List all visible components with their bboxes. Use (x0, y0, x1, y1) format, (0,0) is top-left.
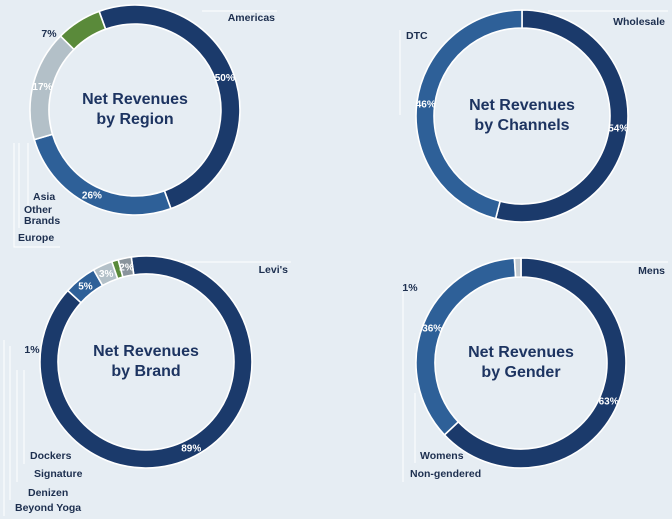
slice-beyond-yoga (117, 256, 135, 279)
slice-non-gendered (513, 257, 522, 279)
category-label-signature: Signature (34, 468, 83, 480)
category-label-americas: Americas (228, 12, 275, 24)
slice-value-label-womens: 36% (422, 323, 442, 334)
donut-chart-net-revenues-by-gender: 63% Mens 36% Womens Non-gendered 1% Net Revenu… (402, 257, 668, 482)
category-label-non-gendered: Non-gendered (410, 468, 481, 480)
donut-chart-net-revenues-by-channels: 54% Wholesale 46% DTC Net Revenues by Channel… (399, 9, 668, 223)
slice-value-label-levi-s: 89% (181, 443, 201, 454)
chart-title-net-revenues-by-brand: Net Revenues by Brand (93, 343, 199, 380)
category-label-europe: Europe (18, 232, 54, 244)
leader-line-europe (13, 143, 60, 248)
category-label-asia: Asia (33, 191, 55, 203)
slice-dtc (415, 9, 523, 220)
slice-value-label-signature: 3% (99, 269, 114, 280)
chart-title-net-revenues-by-gender: Net Revenues by Gender (468, 344, 574, 381)
category-label-denizen: Denizen (28, 487, 68, 499)
chart-title-net-revenues-by-region: Net Revenues by Region (82, 91, 188, 128)
category-label-womens: Womens (420, 450, 464, 462)
slice-value-label-beyond-yoga: 2% (119, 262, 134, 273)
category-label-levi-s: Levi's (259, 264, 289, 276)
slice-outside-label-denizen: 1% (24, 344, 40, 356)
category-label-dockers: Dockers (30, 450, 72, 462)
category-label-beyond-yoga: Beyond Yoga (15, 502, 81, 514)
chart-title-net-revenues-by-channels: Net Revenues by Channels (469, 97, 575, 134)
slice-value-label-americas: 50% (215, 73, 235, 84)
slice-levi-s (39, 255, 253, 469)
slice-value-label-dtc: 46% (416, 99, 436, 110)
slice-value-label-wholesale: 54% (608, 124, 628, 135)
category-label-mens: Mens (638, 265, 665, 277)
slice-segment-5 (59, 10, 107, 51)
slice-value-label-mens: 63% (599, 396, 619, 407)
donut-chart-net-revenues-by-brand: 89% Levi's 5% Dockers 3% Signature Denizen 2% Be… (3, 255, 291, 516)
slice-value-label-asia: 17% (32, 82, 52, 93)
slice-value-label-dockers: 5% (78, 282, 93, 293)
donut-chart-net-revenues-by-region: 50% Americas 26% Europe Other Brands 17% Asia 7%… (13, 4, 277, 248)
category-label-other-brands: Other Brands (24, 204, 60, 227)
category-label-wholesale: Wholesale (613, 16, 665, 28)
slice-value-label-europe: 26% (82, 191, 102, 202)
slice-outside-label-green: 7% (41, 28, 57, 40)
category-label-dtc: DTC (406, 30, 428, 42)
slice-outside-label-non-gendered: 1% (402, 282, 418, 294)
